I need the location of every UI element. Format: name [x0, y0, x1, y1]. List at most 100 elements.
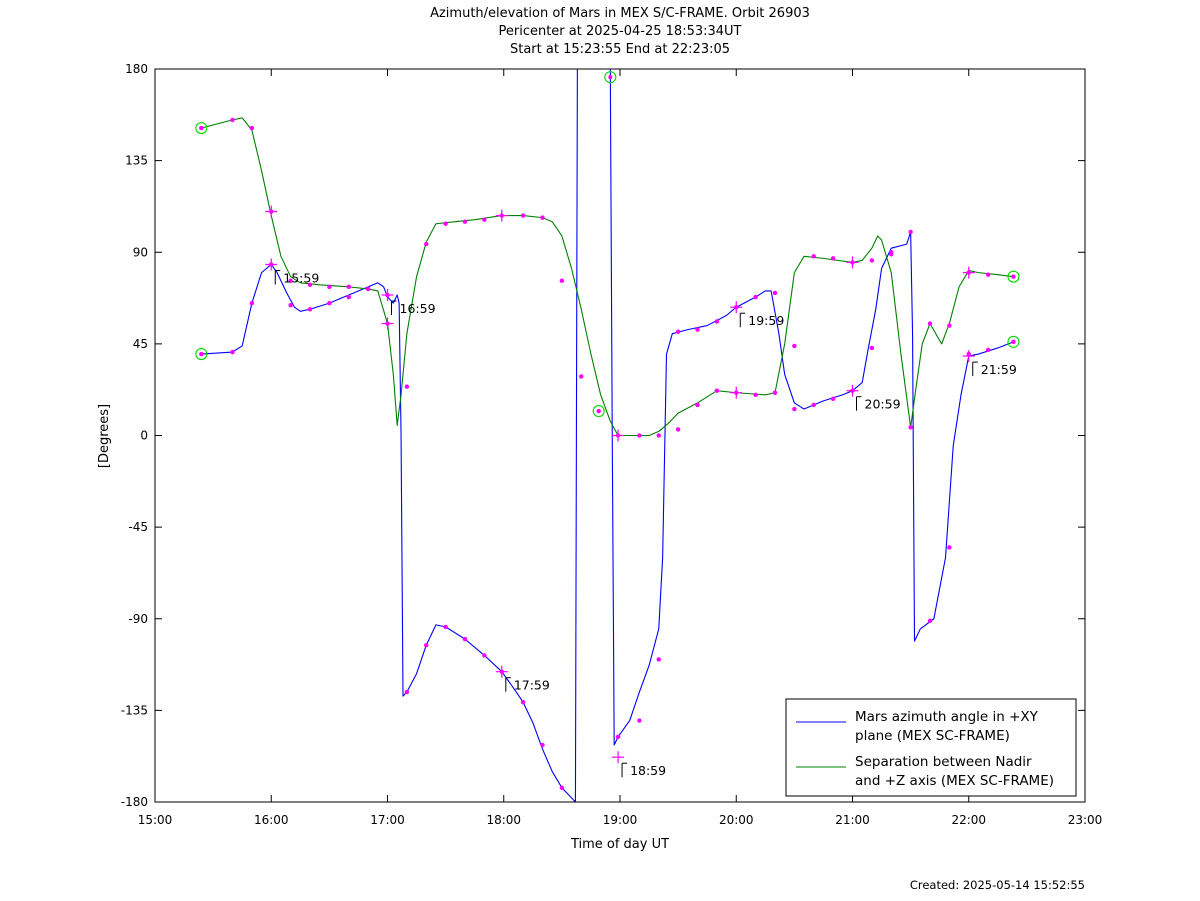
data-point-separation	[792, 343, 797, 349]
data-point-azimuth	[792, 406, 797, 412]
data-point-separation	[947, 323, 952, 328]
y-tick-label: 45	[133, 337, 148, 351]
data-point-separation	[811, 254, 816, 259]
data-point-separation	[365, 286, 371, 292]
time-annotation-label: 19:59	[748, 313, 784, 328]
x-tick-label: 20:00	[719, 813, 754, 827]
series-line-azimuth	[201, 69, 1014, 802]
data-point-separation	[288, 278, 293, 283]
x-tick-label: 16:00	[254, 813, 289, 827]
data-point-separation	[307, 282, 313, 288]
data-point-separation	[753, 392, 758, 397]
hour-cross-marker	[381, 289, 394, 302]
data-point-azimuth	[908, 229, 913, 235]
data-point-separation	[327, 284, 332, 290]
time-annotation: 20:59	[856, 396, 901, 412]
data-point-separation	[927, 321, 933, 326]
x-axis-label: Time of day UT	[570, 837, 669, 852]
x-tick-label: 19:00	[603, 813, 638, 827]
created-timestamp: Created: 2025-05-14 15:52:55	[910, 878, 1085, 892]
marker-layer	[195, 71, 1020, 790]
endpoint-marker	[592, 405, 605, 418]
data-point-azimuth	[675, 329, 681, 334]
endpoint-marker	[195, 348, 208, 361]
endpoint-marker	[604, 71, 617, 84]
hour-cross-marker	[962, 266, 975, 279]
data-point-separation	[830, 256, 836, 261]
endpoint-marker	[1007, 335, 1020, 348]
legend-label-azimuth-line2: plane (MEX SC-FRAME)	[855, 728, 1010, 744]
data-point-azimuth	[811, 402, 816, 408]
data-point-separation	[656, 433, 661, 438]
x-tick-label: 17:00	[370, 813, 405, 827]
time-annotation-label: 20:59	[865, 397, 901, 412]
data-point-azimuth	[927, 618, 933, 623]
data-point-azimuth	[772, 290, 778, 296]
legend-label-separation-line1: Separation between Nadir	[855, 754, 1032, 770]
time-annotation: 17:59	[505, 677, 550, 693]
data-point-separation	[889, 252, 894, 257]
x-tick-label: 15:00	[138, 813, 173, 827]
y-tick-label: -135	[121, 703, 148, 717]
data-point-separation	[346, 284, 351, 290]
hour-cross-marker	[730, 301, 743, 314]
data-point-azimuth	[985, 347, 991, 353]
y-tick-label: -45	[128, 520, 148, 534]
data-point-azimuth	[249, 300, 255, 306]
data-point-azimuth	[869, 345, 875, 351]
data-point-separation	[637, 433, 642, 438]
legend-label-separation-line2: and +Z axis (MEX SC-FRAME)	[855, 773, 1054, 789]
hour-cross-marker	[846, 384, 859, 397]
data-point-azimuth	[637, 718, 642, 723]
hour-cross-marker	[381, 317, 394, 330]
series-layer	[201, 69, 1014, 802]
time-annotation: 21:59	[972, 361, 1017, 377]
endpoint-marker	[195, 121, 208, 135]
data-point-azimuth	[714, 319, 720, 324]
y-tick-label: 90	[133, 245, 148, 259]
time-annotation-label: 15:59	[283, 270, 319, 285]
data-point-azimuth	[695, 327, 700, 332]
y-axis-label: [Degrees]	[97, 404, 112, 468]
data-point-azimuth	[424, 643, 429, 648]
hour-cross-marker	[265, 258, 278, 271]
data-point-azimuth	[947, 545, 952, 550]
time-annotation: 16:59	[391, 300, 436, 316]
hour-cross-marker	[846, 256, 859, 269]
hour-cross-marker	[265, 205, 278, 218]
hour-cross-marker	[495, 209, 508, 222]
data-point-azimuth	[540, 742, 545, 748]
data-point-azimuth	[830, 396, 836, 402]
legend-box	[785, 698, 1077, 797]
legend-label-azimuth-line1: Mars azimuth angle in +XY	[855, 709, 1039, 725]
data-point-separation	[869, 258, 875, 263]
data-point-separation	[520, 213, 526, 218]
data-point-separation	[675, 427, 681, 432]
time-annotation: 15:59	[274, 269, 319, 285]
hour-cross-marker	[612, 429, 625, 442]
x-tick-label: 22:00	[951, 813, 986, 827]
data-point-azimuth	[656, 657, 661, 662]
x-tick-label: 18:00	[486, 813, 521, 827]
data-point-azimuth	[230, 349, 235, 355]
x-tick-label: 23:00	[1068, 813, 1103, 827]
title-line-2: Pericenter at 2025-04-25 18:53:34UT	[498, 24, 741, 39]
hour-cross-marker	[962, 350, 975, 363]
time-annotation-label: 21:59	[981, 362, 1017, 377]
time-annotation-label: 18:59	[630, 763, 666, 778]
data-point-separation	[404, 384, 410, 389]
time-annotation-label: 16:59	[400, 301, 436, 316]
time-annotation: 18:59	[621, 762, 666, 778]
series-line-separation	[201, 117, 1014, 437]
time-annotation: 19:59	[739, 312, 784, 328]
data-point-azimuth	[753, 294, 758, 300]
legend: Mars azimuth angle in +XY plane (MEX SC-…	[785, 698, 1077, 797]
data-point-separation	[443, 221, 448, 226]
data-point-azimuth	[327, 300, 332, 306]
data-point-azimuth	[615, 734, 621, 740]
time-annotations: 15:59 16:59 17:59 18:59 19:59 20:59 21:59	[274, 269, 1017, 778]
hour-cross-marker	[730, 386, 743, 399]
hour-cross-marker	[495, 665, 508, 678]
data-point-separation	[249, 125, 255, 131]
